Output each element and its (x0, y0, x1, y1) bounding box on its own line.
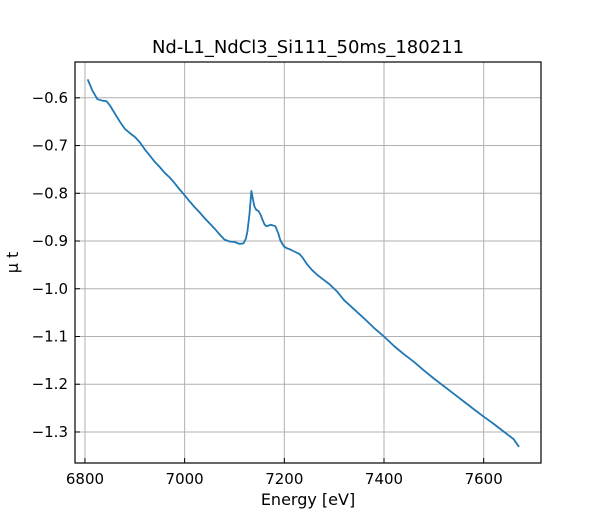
y-tick-label: −0.6 (32, 89, 68, 107)
y-tick-label: −0.7 (32, 137, 68, 155)
axis-ticks: 6800 7000 7200 7400 7600 −0.6 −0.7 −0.8 −0.9 −1.0… (32, 89, 503, 488)
y-tick-label: −1.2 (32, 375, 68, 393)
y-axis-label: μ t (3, 252, 22, 274)
y-tick-label: −1.0 (32, 280, 68, 298)
x-tick-label: 7000 (166, 470, 204, 488)
y-tick-label: −1.1 (32, 327, 68, 345)
y-tick-label: −0.9 (32, 232, 68, 250)
series-layer (87, 79, 520, 448)
x-tick-label: 6800 (66, 470, 104, 488)
plot-area-frame (74, 61, 542, 464)
x-tick-label: 7600 (465, 470, 503, 488)
series-line (87, 79, 520, 448)
x-axis-label: Energy [eV] (261, 490, 355, 509)
y-tick-label: −0.8 (32, 184, 68, 202)
x-tick-label: 7200 (265, 470, 303, 488)
y-tick-label: −1.3 (32, 423, 68, 441)
chart-title: Nd-L1_NdCl3_Si111_50ms_180211 (152, 37, 464, 58)
x-tick-label: 7400 (365, 470, 403, 488)
grid (75, 62, 541, 463)
